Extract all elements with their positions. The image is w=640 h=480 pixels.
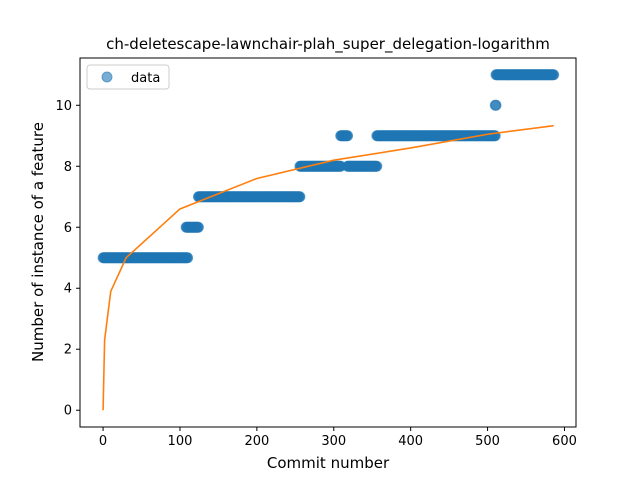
x-tick-label: 600 [552, 434, 577, 449]
y-tick-label: 2 [64, 343, 72, 358]
scatter-point [343, 131, 353, 141]
chart-title: ch-deletescape-lawnchair-plah_super_dele… [106, 35, 550, 54]
x-axis-label: Commit number [267, 454, 390, 472]
plot-frame [80, 58, 576, 427]
x-axis-ticks: 0 100 200 300 400 500 600 [99, 427, 577, 449]
scatter-point [491, 100, 501, 110]
plot-content [98, 70, 559, 410]
x-tick-label: 0 [99, 434, 107, 449]
x-tick-label: 200 [244, 434, 269, 449]
y-tick-label: 8 [64, 160, 72, 175]
scatter-point [193, 222, 203, 232]
scatter-point [295, 192, 305, 202]
x-tick-label: 500 [475, 434, 500, 449]
y-tick-label: 0 [64, 404, 72, 419]
x-tick-label: 300 [321, 434, 346, 449]
y-tick-label: 6 [64, 221, 72, 236]
legend-marker-data [102, 72, 112, 82]
y-tick-label: 4 [64, 282, 72, 297]
legend: data [87, 65, 169, 89]
y-tick-label: 10 [55, 99, 72, 114]
scatter-point [183, 253, 193, 263]
x-tick-label: 400 [398, 434, 423, 449]
y-axis-ticks: 0 2 4 6 8 10 [55, 99, 80, 419]
scatter-point [549, 70, 559, 80]
scatter-point [372, 161, 382, 171]
x-tick-label: 100 [168, 434, 193, 449]
legend-entry-data: data [131, 71, 160, 86]
y-axis-label: Number of instance of a feature [29, 122, 47, 362]
